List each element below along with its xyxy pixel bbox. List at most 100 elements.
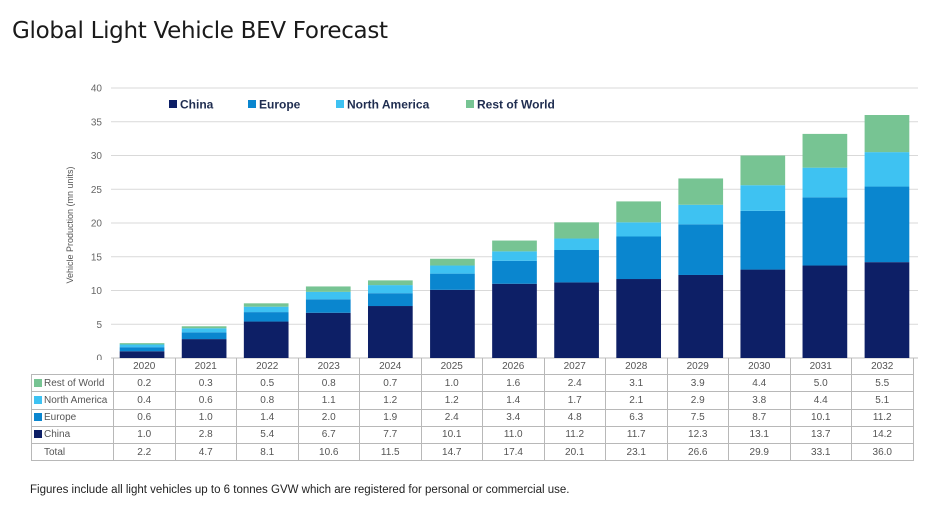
bar-stack-2020 — [119, 343, 165, 358]
table-year-header: 2021 — [174, 358, 237, 376]
table-cell: 1.2 — [359, 391, 422, 410]
bar-segment-north-america — [864, 152, 910, 187]
bar-segment-europe — [367, 293, 413, 307]
y-axis-label: Vehicle Production (mn units) — [65, 166, 75, 283]
legend-swatch — [169, 100, 177, 108]
table-total-cell: 20.1 — [543, 442, 606, 462]
bar-segment-north-america — [430, 265, 475, 274]
table-cell: 11.7 — [605, 425, 668, 444]
table-cell: 1.4 — [236, 408, 299, 427]
bar-segment-rest-of-world — [554, 222, 599, 239]
bar-segment-north-america — [740, 185, 786, 211]
table-cell: 2.4 — [420, 408, 483, 427]
table-year-header: 2024 — [359, 358, 422, 376]
table-cell: 0.7 — [359, 374, 422, 393]
legend-swatch — [34, 378, 42, 387]
bar-segment-europe — [243, 312, 289, 322]
bar-segment-china — [864, 262, 910, 358]
bar-stack-2023 — [305, 286, 351, 358]
table-cell: 0.4 — [113, 391, 176, 410]
table-cell: 3.4 — [482, 408, 545, 427]
bar-segment-europe — [492, 260, 537, 284]
table-cell: 7.5 — [666, 408, 729, 427]
bar-segment-north-america — [181, 328, 227, 333]
bar-segment-north-america — [243, 306, 289, 313]
bar-segment-china — [119, 351, 165, 358]
stacked-bar-chart: 0 5 10 15 20 25 30 35 40 Vehicle Production (mn … — [65, 84, 918, 361]
table-row: Europe 0.6 1.0 1.4 2.0 1.9 2.4 3.4 4.8 6.3 7.5 8.7 1… — [31, 408, 914, 427]
table-year-header: 2025 — [420, 358, 483, 376]
table-cell: 10.1 — [789, 408, 852, 427]
legend-swatch — [248, 100, 256, 108]
table-row-label: North America — [31, 391, 114, 410]
bar-segment-europe — [802, 197, 848, 266]
table-cell: 0.3 — [174, 374, 237, 393]
legend: China Europe North America Rest of World — [169, 98, 555, 112]
data-table: 2020 2021 2022 2023 2024 2025 2026 2027 2028 2029… — [31, 358, 914, 462]
bar-stack-2031 — [802, 133, 848, 358]
table-cell: 1.0 — [420, 374, 483, 393]
table-row-label: China — [31, 425, 114, 444]
bar-segment-europe — [305, 299, 351, 313]
bar-segment-china — [367, 306, 413, 358]
footnote: Figures include all light vehicles up to… — [30, 484, 570, 496]
legend-label: Rest of World — [477, 98, 555, 112]
bar-segment-rest-of-world — [740, 155, 786, 186]
table-cell: 4.4 — [728, 374, 791, 393]
bar-segment-rest-of-world — [802, 133, 848, 168]
bar-segment-north-america — [554, 238, 599, 250]
table-total-cell: 14.7 — [420, 442, 483, 462]
bar-segment-rest-of-world — [119, 343, 165, 345]
bar-segment-rest-of-world — [305, 286, 351, 292]
table-total-cell: 4.7 — [174, 442, 237, 462]
table-cell: 14.2 — [851, 425, 914, 444]
bar-segment-china — [678, 274, 724, 358]
bar-stack-2030 — [740, 155, 786, 358]
table-cell: 1.0 — [174, 408, 237, 427]
table-row: North America 0.4 0.6 0.8 1.1 1.2 1.2 1.4 1.7 2.1… — [31, 391, 914, 410]
table-cell: 2.0 — [297, 408, 360, 427]
bar-segment-rest-of-world — [864, 115, 910, 153]
y-tick-label: 30 — [91, 151, 103, 162]
bar-segment-china — [181, 339, 227, 358]
bar-segment-rest-of-world — [243, 303, 289, 307]
table-cell: 1.4 — [482, 391, 545, 410]
table-total-cell: 23.1 — [605, 442, 668, 462]
table-cell: 0.8 — [297, 374, 360, 393]
table-cell: 1.6 — [482, 374, 545, 393]
y-tick-label: 25 — [91, 185, 103, 196]
y-tick-label: 15 — [91, 252, 103, 263]
bar-segment-europe — [616, 236, 662, 280]
table-cell: 3.9 — [666, 374, 729, 393]
table-row-label: Rest of World — [31, 374, 114, 393]
y-tick-label: 20 — [91, 219, 103, 230]
table-corner — [31, 358, 114, 376]
table-cell: 12.3 — [666, 425, 729, 444]
table-year-header: 2031 — [789, 358, 852, 376]
table-cell: 0.5 — [236, 374, 299, 393]
bar-segment-china — [616, 279, 662, 358]
bar-segment-china — [430, 289, 475, 358]
bar-segment-north-america — [678, 204, 724, 225]
y-tick-label: 0 — [96, 354, 102, 361]
bar-segment-china — [740, 269, 786, 358]
table-total-cell: 36.0 — [851, 442, 914, 462]
table-year-header: 2026 — [482, 358, 545, 376]
legend-label: North America — [347, 98, 430, 112]
bar-segment-europe — [430, 273, 475, 290]
table-year-header: 2022 — [236, 358, 299, 376]
bar-segment-europe — [554, 250, 599, 283]
legend-swatch — [336, 100, 344, 108]
bar-stack-2024 — [367, 280, 413, 358]
table-cell: 1.9 — [359, 408, 422, 427]
table-year-header: 2028 — [605, 358, 668, 376]
bar-stack-2029 — [678, 178, 724, 358]
table-row-label: Total — [31, 442, 114, 462]
bar-segment-rest-of-world — [492, 240, 537, 252]
bar-segment-china — [802, 265, 848, 358]
table-row: China 1.0 2.8 5.4 6.7 7.7 10.1 11.0 11.2 11.7 12.3… — [31, 425, 914, 444]
bar-segment-europe — [740, 210, 786, 270]
table-cell: 0.8 — [236, 391, 299, 410]
chart-title: Global Light Vehicle BEV Forecast — [12, 18, 388, 44]
table-total-cell: 2.2 — [113, 442, 176, 462]
